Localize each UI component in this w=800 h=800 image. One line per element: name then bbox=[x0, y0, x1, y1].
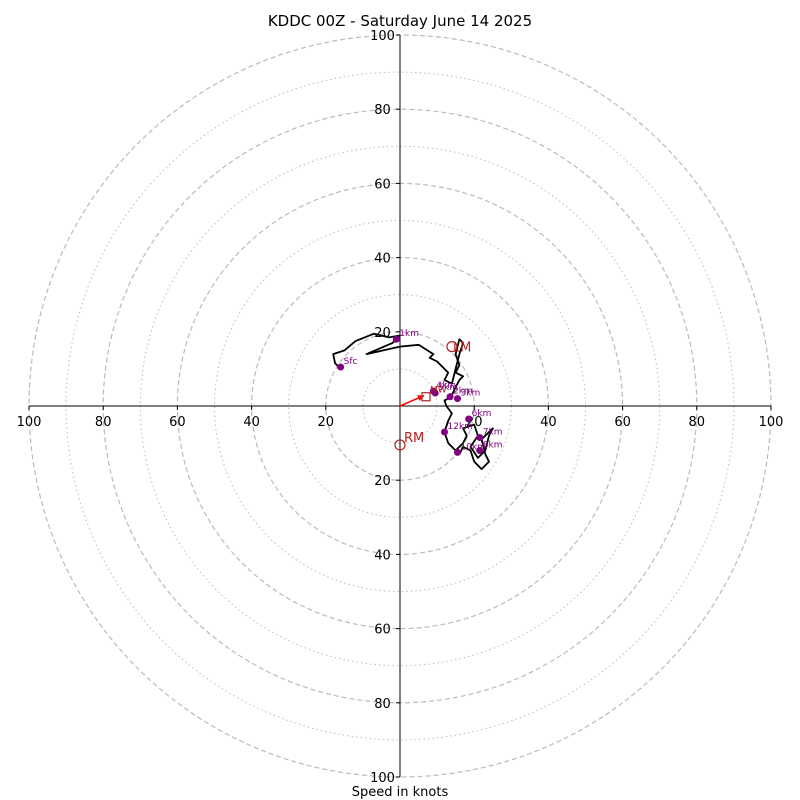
tick-label: 100 bbox=[759, 415, 784, 430]
bunkers-right-label: RM bbox=[404, 431, 424, 446]
height-marker-label: 3km bbox=[461, 389, 481, 399]
height-marker bbox=[476, 434, 484, 442]
tick-label: 20 bbox=[374, 474, 391, 489]
tick-label: 60 bbox=[374, 623, 391, 638]
hodograph-trace bbox=[332, 332, 494, 471]
height-marker-label: 8km bbox=[483, 441, 503, 451]
mean-wind-label: MW bbox=[430, 386, 447, 396]
tick-label: 80 bbox=[95, 415, 112, 430]
tick-label: 60 bbox=[614, 415, 631, 430]
height-marker-label: 5km bbox=[438, 383, 458, 393]
height-marker-label: 12km bbox=[448, 422, 473, 432]
height-marker-label: 2km bbox=[453, 387, 473, 397]
bunkers-right-marker bbox=[394, 439, 406, 451]
tick-label: 40 bbox=[374, 548, 391, 563]
height-marker-label: 1km bbox=[399, 329, 419, 339]
height-marker-label: Sfc bbox=[344, 357, 358, 367]
tick-labels: 100 80 60 40 20 20 40 60 80 100100806040202040608… bbox=[17, 29, 784, 786]
bunkers-left-label: LM bbox=[453, 341, 471, 356]
tick-label: 20 bbox=[374, 326, 391, 341]
mean-wind-marker bbox=[421, 392, 431, 402]
tick-label: 80 bbox=[374, 697, 391, 712]
height-marker-label: 7km bbox=[483, 428, 503, 438]
height-marker bbox=[465, 415, 473, 423]
tick-label: 100 bbox=[370, 29, 395, 44]
tick-label: 40 bbox=[540, 415, 557, 430]
storm-motion-group: RM LM MW bbox=[394, 341, 471, 451]
bunkers-left-marker bbox=[446, 341, 458, 353]
tick-label: 100 bbox=[370, 771, 395, 786]
x-axis-label: Speed in knots bbox=[352, 785, 449, 800]
tick-label: 40 bbox=[374, 252, 391, 267]
height-marker bbox=[441, 428, 449, 436]
height-marker-label: 10km bbox=[461, 442, 486, 452]
height-marker bbox=[431, 389, 439, 397]
height-marker bbox=[476, 447, 484, 455]
height-marker-label: 4km bbox=[436, 381, 456, 391]
tick-label: 80 bbox=[689, 415, 706, 430]
height-marker bbox=[392, 335, 400, 343]
height-marker bbox=[337, 363, 345, 371]
tick-label: 80 bbox=[374, 103, 391, 118]
tick-label: 20 bbox=[318, 415, 335, 430]
chart-title: KDDC 00Z - Saturday June 14 2025 bbox=[268, 12, 532, 30]
height-marker-label: 6km bbox=[472, 409, 492, 419]
tick-label: 60 bbox=[374, 177, 391, 192]
tick-label: 100 bbox=[17, 415, 42, 430]
height-marker bbox=[446, 393, 454, 401]
height-marker bbox=[454, 395, 462, 403]
hodograph-trace-group bbox=[332, 332, 494, 471]
tick-label: 40 bbox=[243, 415, 260, 430]
tick-label: 60 bbox=[169, 415, 186, 430]
height-marker bbox=[454, 448, 462, 456]
